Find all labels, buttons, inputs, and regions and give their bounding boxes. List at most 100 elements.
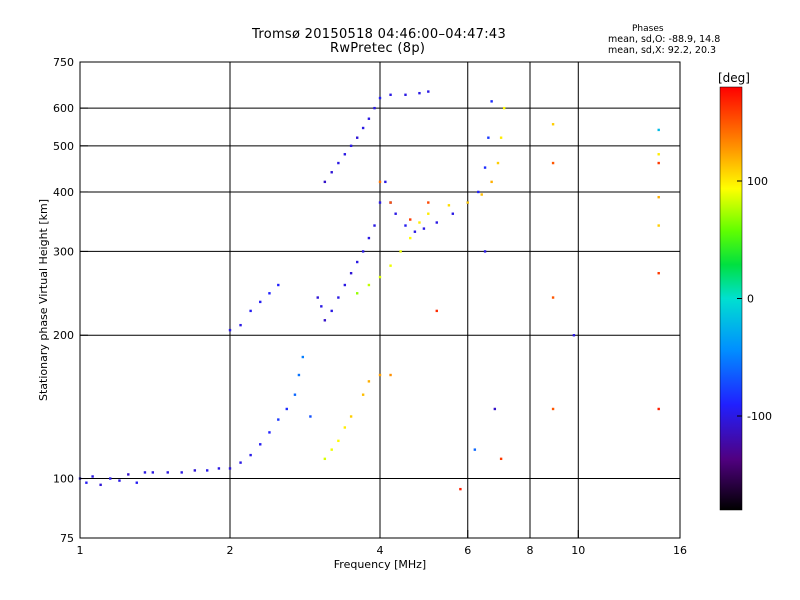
- data-point: [193, 469, 197, 472]
- data-point: [337, 296, 340, 299]
- data-point: [435, 309, 438, 313]
- data-point: [361, 250, 365, 253]
- data-point: [657, 407, 660, 411]
- data-point: [490, 100, 493, 103]
- data-point: [490, 180, 493, 184]
- data-point: [657, 128, 660, 132]
- data-point: [349, 415, 353, 418]
- data-point: [309, 415, 312, 418]
- data-point: [323, 180, 327, 184]
- data-point: [551, 123, 555, 126]
- data-point: [249, 453, 252, 457]
- data-point: [409, 236, 412, 240]
- grid-lines: [80, 62, 680, 538]
- x-tick-label: 2: [227, 544, 234, 557]
- y-tick-label: 500: [53, 140, 74, 153]
- data-point: [320, 305, 323, 308]
- phase-stats-o: mean, sd,O: -88.9, 14.8: [608, 34, 721, 45]
- data-point: [413, 230, 417, 233]
- data-point: [330, 448, 333, 451]
- data-point: [466, 201, 469, 204]
- data-point: [151, 471, 155, 474]
- data-point: [349, 272, 353, 275]
- data-point: [355, 260, 359, 264]
- data-point: [127, 473, 130, 476]
- x-tick-label: 8: [527, 544, 534, 557]
- phase-stats-heading: Phases: [632, 24, 664, 34]
- data-point: [378, 96, 382, 100]
- data-point: [404, 93, 407, 96]
- data-point: [409, 218, 412, 221]
- colorbar-tick-label: 100: [747, 175, 768, 188]
- data-point: [349, 144, 353, 148]
- data-point: [378, 180, 382, 184]
- data-point: [323, 319, 327, 322]
- data-point: [572, 334, 576, 337]
- data-point: [337, 439, 340, 443]
- data-point: [297, 373, 301, 377]
- data-point: [389, 373, 392, 377]
- data-point: [389, 201, 392, 204]
- data-point: [422, 227, 426, 230]
- data-point: [166, 471, 169, 474]
- data-point: [277, 418, 280, 421]
- data-point: [389, 93, 392, 96]
- x-tick-label: 10: [571, 544, 585, 557]
- data-point: [367, 283, 371, 287]
- data-point: [502, 106, 506, 110]
- data-point: [480, 193, 483, 196]
- data-point: [135, 481, 138, 484]
- data-point: [239, 461, 242, 464]
- data-point: [404, 224, 407, 227]
- data-point: [118, 479, 121, 482]
- data-point: [91, 475, 94, 478]
- data-point: [330, 309, 333, 313]
- data-point: [657, 224, 660, 227]
- data-point: [249, 309, 252, 313]
- y-tick-label: 600: [53, 102, 74, 115]
- data-point: [228, 467, 232, 470]
- data-point: [268, 292, 271, 295]
- data-point: [373, 224, 376, 227]
- data-point: [399, 250, 402, 253]
- data-point: [657, 153, 660, 156]
- data-point: [373, 106, 376, 110]
- data-point: [180, 471, 183, 474]
- data-point: [394, 212, 397, 215]
- data-point: [355, 292, 359, 295]
- data-point: [109, 477, 112, 480]
- data-point: [228, 328, 232, 332]
- data-point: [143, 471, 147, 474]
- data-point: [551, 407, 555, 411]
- x-tick-label: 6: [464, 544, 471, 557]
- data-point: [384, 180, 387, 184]
- data-point: [367, 380, 371, 383]
- data-point: [427, 212, 430, 215]
- x-tick-label: 1: [77, 544, 84, 557]
- x-axis-label: Frequency [MHz]: [334, 558, 426, 571]
- data-point: [361, 393, 365, 396]
- colorbar-ticks: 100 0 -100: [737, 175, 772, 423]
- x-tick-label: 4: [377, 544, 384, 557]
- data-point: [378, 275, 382, 279]
- data-point: [427, 90, 430, 93]
- data-point: [268, 431, 271, 434]
- data-point: [418, 221, 421, 224]
- y-tick-label: 75: [60, 532, 74, 545]
- y-tick-label: 750: [53, 56, 74, 69]
- data-point: [499, 136, 503, 139]
- chart-title: Tromsø 20150518 04:46:00–04:47:43: [252, 27, 507, 42]
- data-point: [85, 481, 88, 484]
- colorbar-tick-label: -100: [747, 410, 772, 423]
- phase-stats-x: mean, sd,X: 92.2, 20.3: [608, 45, 717, 56]
- colorbar-tick-label: 0: [747, 293, 754, 306]
- data-point: [337, 161, 340, 165]
- data-point: [483, 166, 487, 169]
- data-point: [217, 467, 221, 470]
- data-point: [355, 136, 359, 139]
- data-point: [551, 296, 555, 299]
- data-point: [389, 264, 392, 267]
- data-point: [323, 457, 327, 461]
- axes: 1 2 4 6 8 10 16 75 100 200 300 400 500 600 750: [53, 56, 687, 557]
